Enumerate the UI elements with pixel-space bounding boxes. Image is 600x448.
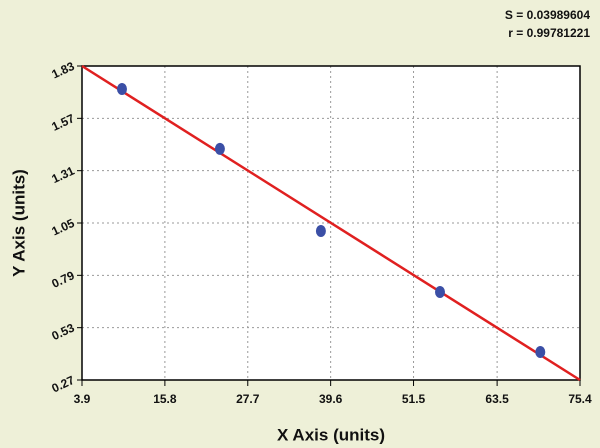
y-axis-label: Y Axis (units) [9,169,28,277]
x-tick-label: 27.7 [236,392,260,406]
x-tick-label: 39.6 [319,392,343,406]
x-tick-label: 51.5 [402,392,426,406]
x-tick-label: 3.9 [74,392,91,406]
x-tick-label: 63.5 [485,392,509,406]
annotation: r = 0.99781221 [508,26,590,40]
data-point [315,225,326,238]
plot-border [81,65,581,381]
data-point [435,286,446,299]
annotation: S = 0.03989604 [505,8,590,22]
data-point [214,142,225,155]
data-point [116,82,127,95]
x-tick-label: 75.4 [568,392,592,406]
data-point [535,346,546,359]
x-tick-label: 15.8 [153,392,177,406]
x-axis-label: X Axis (units) [277,425,385,444]
fit-line [81,64,581,382]
